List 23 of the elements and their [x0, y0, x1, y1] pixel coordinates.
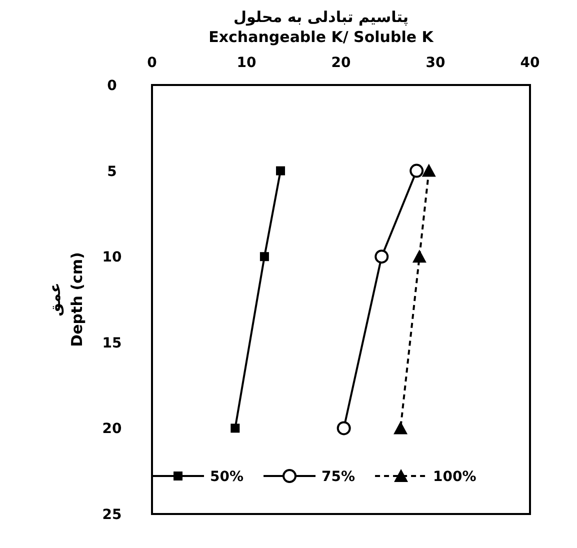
y-tick-label: 10	[102, 250, 122, 266]
x-tick-label: 40	[520, 55, 540, 71]
point	[422, 164, 436, 177]
point	[230, 424, 240, 433]
point	[260, 252, 269, 262]
y-tick-label: 15	[102, 335, 122, 352]
legend-label: 50%	[210, 469, 244, 485]
x-tick-label: 30	[426, 55, 446, 71]
point	[336, 421, 351, 436]
x-tick-label: 0	[147, 55, 158, 71]
y-tick-label: 5	[107, 164, 117, 180]
legend-label: 75%	[322, 469, 356, 485]
point	[410, 164, 424, 178]
point	[276, 166, 286, 176]
y-tick-label: 0	[107, 78, 118, 94]
legend-label: 100%	[433, 469, 476, 485]
point	[374, 250, 389, 264]
x-tick-label: 20	[331, 55, 351, 71]
y-tick-label: 20	[102, 421, 122, 438]
point	[412, 250, 426, 263]
x-tick-label: 10	[236, 55, 256, 71]
point	[394, 421, 408, 434]
y-tick-label: 25	[102, 507, 122, 523]
